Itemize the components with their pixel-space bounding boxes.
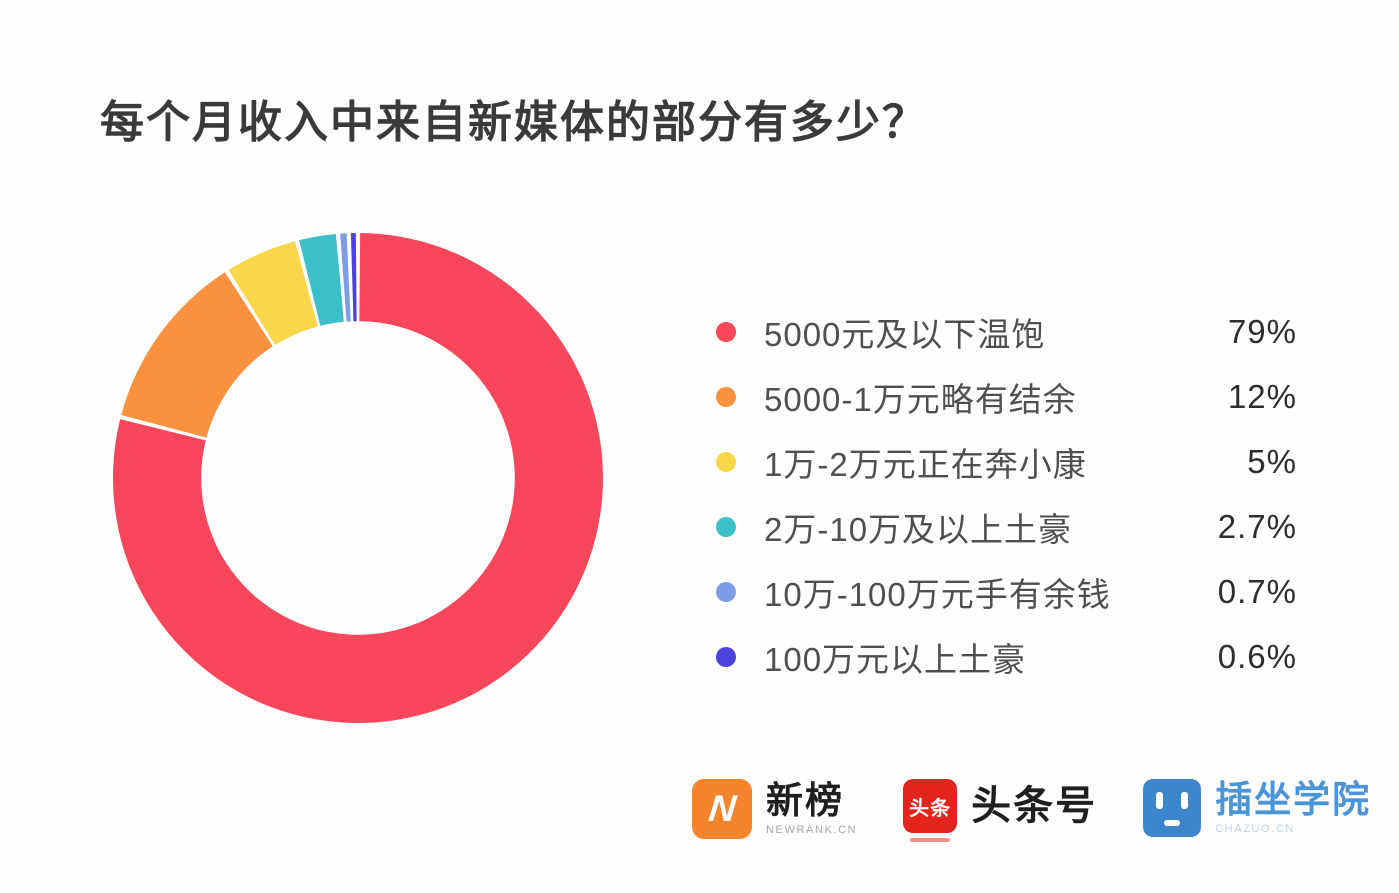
legend-color-dot (716, 516, 736, 537)
legend-value: 2.7% (1217, 507, 1297, 545)
brand-name: 插坐学院 (1215, 778, 1372, 820)
donut-segment-3 (299, 234, 344, 326)
brand-subtitle: NEWRANK.CN (766, 824, 858, 837)
brand-name: 头条号 (971, 784, 1098, 828)
legend-value: 0.7% (1217, 572, 1297, 610)
legend-item: 2万-10万及以上土豪 2.7% (706, 494, 1297, 559)
legend-label: 100万元以上土豪 (764, 640, 1027, 678)
legend-item: 5000-1万元略有结余 12% (706, 364, 1297, 429)
donut-segment-4 (340, 233, 351, 322)
legend-value: 79% (1227, 312, 1297, 350)
legend-item: 10万-100万元手有余钱 0.7% (706, 559, 1297, 624)
brand-footer: N 新榜 NEWRANK.CN 头条 头条号 插坐学院 CHAZUO.CN (692, 779, 1371, 842)
legend-item: 5000元及以下温饱 79% (706, 299, 1297, 364)
legend-value: 5% (1247, 442, 1297, 480)
robot-mouth (1164, 820, 1181, 826)
legend-value: 0.6% (1217, 637, 1297, 675)
robot-left-eye (1156, 792, 1164, 809)
toutiao-icon-glyph: 头条 (909, 797, 952, 820)
brand-subtitle: CHAZUO.CN (1215, 823, 1295, 836)
chart-title: 每个月收入中来自新媒体的部分有多少？ (100, 98, 928, 147)
legend-color-dot (716, 646, 736, 667)
chazuo-robot-icon (1143, 779, 1202, 837)
toutiao-caption-bar (910, 838, 951, 842)
legend-label: 5000-1万元略有结余 (764, 380, 1077, 418)
newrank-logo-icon: N (692, 779, 752, 839)
donut-segment-2 (228, 241, 318, 345)
donut-segment-1 (121, 272, 273, 438)
donut-segment-5 (350, 233, 357, 322)
legend-color-dot (716, 386, 736, 407)
newrank-n-glyph: N (706, 788, 738, 829)
brand-toutiao: 头条 头条号 (903, 779, 1098, 842)
legend-value: 12% (1227, 377, 1297, 415)
newrank-text-block: 新榜 NEWRANK.CN (766, 779, 858, 837)
legend-label: 5000元及以下温饱 (764, 315, 1046, 353)
robot-right-eye (1181, 792, 1189, 809)
legend-label: 2万-10万及以上土豪 (764, 510, 1073, 548)
toutiao-logo-icon: 头条 (903, 779, 958, 842)
legend-color-dot (716, 451, 736, 472)
donut-chart (113, 233, 603, 723)
chart-legend: 5000元及以下温饱 79% 5000-1万元略有结余 12% 1万-2万元正在… (706, 299, 1297, 689)
legend-label: 1万-2万元正在奔小康 (764, 445, 1087, 483)
legend-item: 100万元以上土豪 0.6% (706, 624, 1297, 689)
brand-newrank: N 新榜 NEWRANK.CN (692, 779, 857, 839)
chazuo-text-block: 插坐学院 CHAZUO.CN (1215, 778, 1372, 836)
brand-chazuo: 插坐学院 CHAZUO.CN (1143, 779, 1371, 837)
legend-color-dot (716, 321, 736, 342)
brand-name: 新榜 (766, 779, 844, 821)
legend-label: 10万-100万元手有余钱 (764, 575, 1111, 613)
legend-color-dot (716, 581, 736, 602)
legend-item: 1万-2万元正在奔小康 5% (706, 429, 1297, 494)
donut-segment-0 (113, 233, 603, 723)
